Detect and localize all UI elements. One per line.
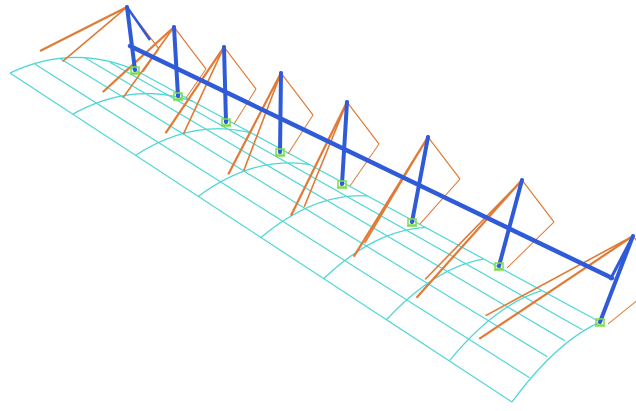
support-node-base [407,218,417,226]
support-node-base [130,66,140,74]
cable-stay-front [227,72,282,175]
support-nodes [130,66,605,327]
roof-arch-rib [260,195,368,238]
support-node-base [337,180,347,188]
support-node [130,66,140,75]
cable-backstay [173,26,207,70]
cable-backstay [346,101,380,145]
cable-stay-front [485,235,634,317]
longitudinal-main-beam [127,43,615,281]
mast-brace [608,235,635,281]
support-node [494,262,504,271]
cable-stay-front [122,26,175,99]
cable-stay-front [182,46,225,135]
cable-backstay [427,136,461,180]
cable-backstay [349,143,380,187]
cable-stay-front [424,179,523,280]
support-node-base [221,118,231,126]
cable-backstay [607,300,636,325]
cable-backstay [223,46,257,90]
roof-arch-rib [323,226,426,280]
mast-column [340,100,349,186]
cable-stay-front [243,72,282,171]
roof-purlin [9,72,513,403]
cable-backstay [419,178,461,225]
cable-backstay [506,221,555,269]
cable-stay-front [415,179,523,299]
cable-stay-front [39,6,128,52]
support-node [595,318,605,327]
cable-stay-front [364,136,429,244]
mast-column [278,71,283,154]
cable-stay-front [61,6,128,63]
cable-backstay [233,88,257,125]
support-node-base [173,92,183,100]
support-node-base [494,262,504,270]
roof-purlin [84,57,566,342]
cable-stay-front [478,235,634,340]
mast-column [497,178,524,268]
main-beams [125,5,635,324]
roof-arch-rib [9,56,136,74]
roof-purlin [109,61,583,331]
roof-arch-rib [448,289,543,362]
support-node [221,118,231,127]
cable-backstay [280,72,314,116]
roof-purlin [59,57,548,358]
mast-brace [125,6,152,41]
roof-grid [9,56,601,403]
roof-purlin [134,69,601,323]
cable-backstay [521,179,555,223]
roof-arch-rib [511,321,601,403]
support-node-base [275,148,285,156]
cable-stay-front [303,101,348,208]
roof-arch-rib [197,162,310,197]
cable-stay-front [102,26,175,93]
cable-stay-front [290,101,348,216]
support-node [173,92,183,101]
support-node [337,180,347,189]
mast-column [222,45,228,124]
support-node [407,218,417,227]
cable-backstay [185,68,207,99]
support-node [275,148,285,157]
cable-backstay [287,114,314,155]
support-node-base [595,318,605,326]
roof-arch-rib [135,128,252,156]
mast-column [410,135,430,224]
roof-purlin [34,63,530,379]
mast-column [172,25,180,98]
cable-stay-front [164,46,225,134]
mast-column [125,5,137,72]
cable-stays [39,6,636,340]
mast-column [598,234,635,324]
roof-arch-rib [72,92,194,115]
